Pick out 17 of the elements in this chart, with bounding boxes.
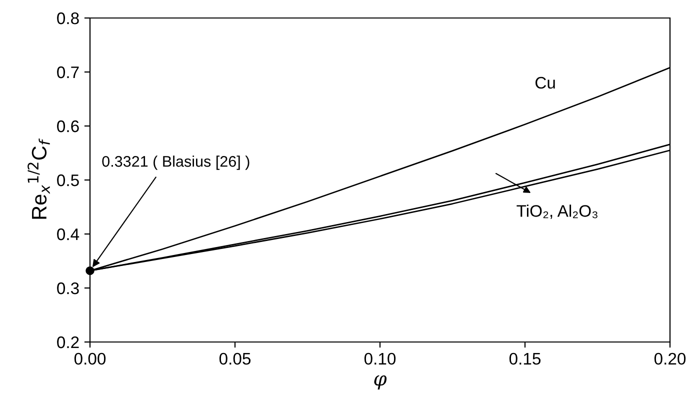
annotation: TiO₂, Al₂O₃	[516, 204, 598, 219]
x-tick-label: 0.05	[219, 352, 251, 365]
x-tick-label: 0.10	[364, 352, 396, 365]
y-tick-label: 0.5	[57, 174, 79, 186]
y-tick-label: 0.4	[57, 228, 80, 240]
annotation: 0.3321 ( Blasius [26] )	[102, 156, 250, 170]
y-tick-label: 0.3	[57, 282, 79, 294]
x-tick-label: 0.20	[654, 352, 686, 365]
x-tick-label: 0.00	[74, 352, 106, 365]
y-tick-label: 0.2	[57, 336, 79, 348]
y-axis-title: Re$_{x}$$^{1/2}$C$_{f}$	[28, 138, 50, 219]
y-tick-label: 0.8	[57, 12, 79, 24]
y-tick-label: 0.7	[57, 66, 79, 78]
y-tick-label: 0.6	[57, 120, 79, 132]
x-axis-title: φ	[374, 375, 387, 390]
annotation: Cu	[535, 76, 555, 89]
x-tick-label: 0.15	[509, 352, 541, 365]
